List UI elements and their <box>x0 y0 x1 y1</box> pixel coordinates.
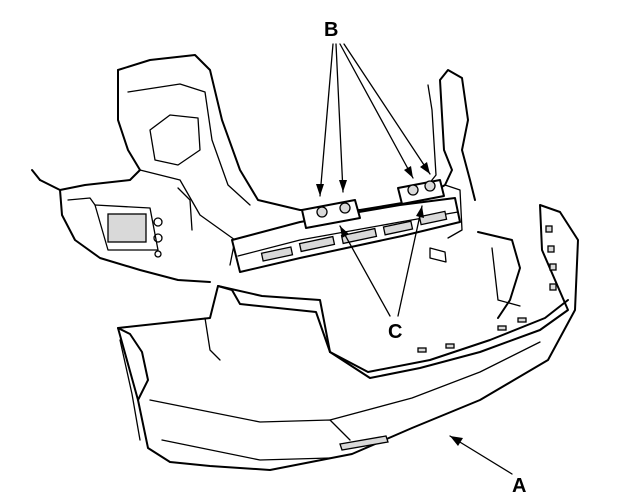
callout-b: B <box>316 19 431 197</box>
label-a: A <box>512 475 526 497</box>
upper-retainer-brackets <box>301 179 445 229</box>
label-c: C <box>388 321 402 343</box>
callout-c: C <box>339 205 424 343</box>
label-b: B <box>324 19 338 41</box>
rear-bumper-cover <box>117 204 579 471</box>
left-lamp-opening <box>107 213 147 243</box>
callout-a: A <box>449 435 526 497</box>
